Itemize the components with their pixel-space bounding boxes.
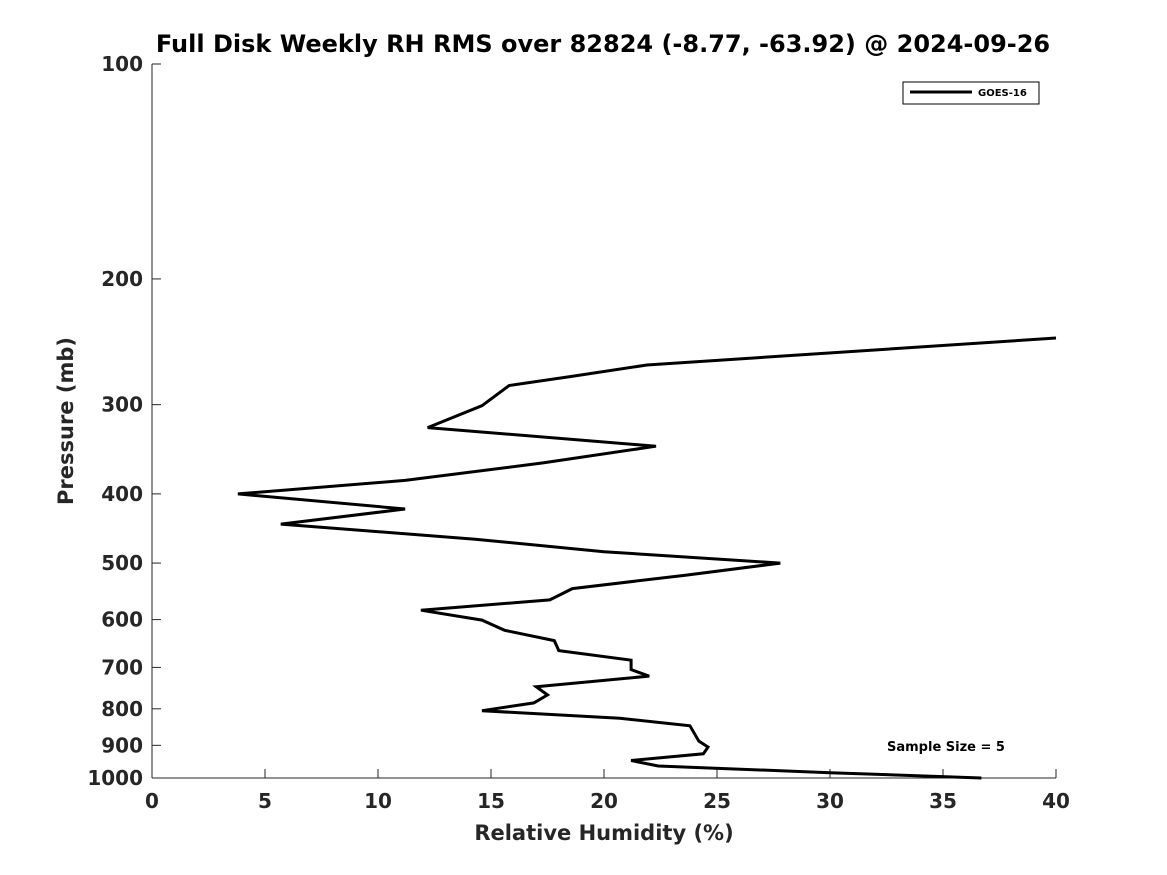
plot-area: 0 5 10 15 20 25 30 35 40 100 200 300 400 500 600 700 800… [87, 52, 1070, 813]
y-axis-label: Pressure (mb) [54, 337, 78, 505]
y-tick-label: 900 [101, 733, 143, 757]
x-tick-label: 30 [816, 789, 844, 813]
y-tick-label: 100 [101, 52, 143, 76]
y-tick-label: 800 [101, 697, 143, 721]
x-tick-label: 5 [258, 789, 272, 813]
sample-size-annotation: Sample Size = 5 [887, 740, 1005, 755]
y-tick-label: 300 [101, 393, 143, 417]
x-tick-label: 15 [477, 789, 505, 813]
x-tick-label: 35 [929, 789, 957, 813]
legend: GOES-16 [902, 81, 1040, 105]
legend-label-goes-16: GOES-16 [978, 88, 1027, 99]
y-tick-label: 500 [101, 551, 143, 575]
x-tick-label: 25 [703, 789, 731, 813]
y-tick-label: 1000 [87, 766, 143, 790]
x-tick-label: 10 [364, 789, 392, 813]
series-line-goes-16 [237, 336, 1057, 780]
x-tick-label: 20 [590, 789, 618, 813]
x-tick-label: 40 [1042, 789, 1070, 813]
x-tick-label: 0 [145, 789, 159, 813]
y-tick-label: 700 [101, 655, 143, 679]
y-tick-label: 400 [101, 482, 143, 506]
x-axis-label: Relative Humidity (%) [474, 821, 733, 845]
y-tick-label: 600 [101, 608, 143, 632]
chart-title: Full Disk Weekly RH RMS over 82824 (-8.7… [156, 30, 1050, 58]
y-tick-label: 200 [101, 267, 143, 291]
